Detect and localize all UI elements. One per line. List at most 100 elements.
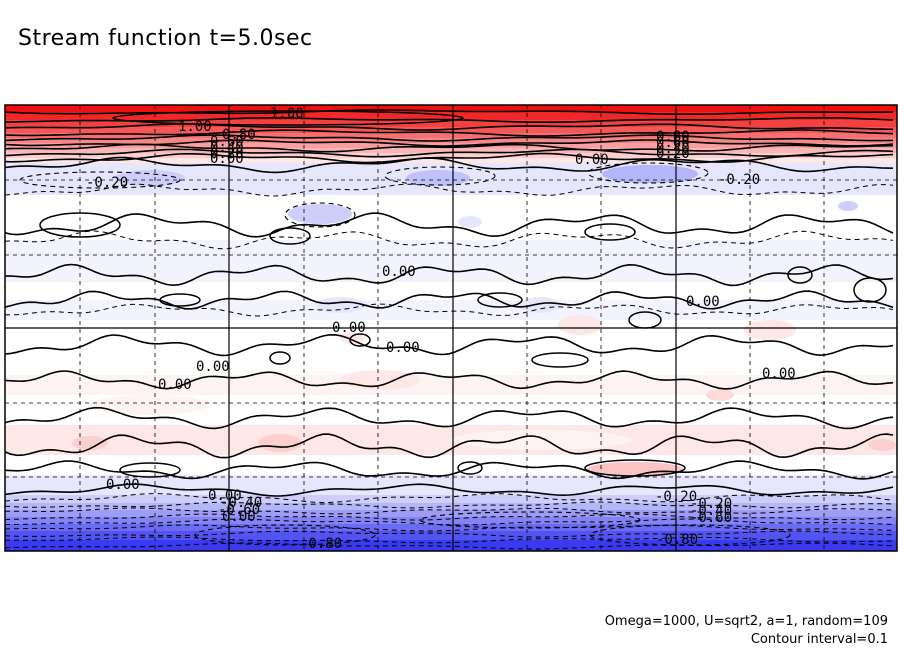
contour-label-27: -0.20 xyxy=(690,496,732,512)
contour-label-17: 0.00 xyxy=(386,340,420,356)
band-22 xyxy=(5,495,897,503)
contour-solid-18 xyxy=(5,483,894,497)
contour-solid-10 xyxy=(5,212,894,238)
patch-4 xyxy=(838,201,858,211)
patch-18 xyxy=(90,395,210,415)
contour-loop-5 xyxy=(39,212,121,238)
contour-label-25: -0.60 xyxy=(218,502,260,518)
patch-1 xyxy=(406,170,470,186)
patch-6 xyxy=(315,297,365,313)
contour-label-2: 0.80 xyxy=(222,127,256,143)
patch-12 xyxy=(706,389,734,401)
contour-label-5: 0.20 xyxy=(210,146,244,162)
plot-frame xyxy=(4,104,898,552)
contour-loop-20 xyxy=(589,524,791,546)
patch-2 xyxy=(602,165,698,183)
contour-loop-7 xyxy=(584,223,636,241)
contour-label-24: -0.40 xyxy=(220,495,262,511)
contour-solid-16 xyxy=(5,433,894,459)
contour-label-30: -0.80 xyxy=(300,536,342,552)
contour-solid-11 xyxy=(5,263,894,287)
patch-13 xyxy=(258,434,302,452)
band-1 xyxy=(5,112,897,120)
contour-loop-13 xyxy=(349,333,371,347)
contour-solid-13 xyxy=(5,333,894,357)
band-28 xyxy=(5,540,897,551)
contour-solid-4 xyxy=(5,134,894,142)
contour-label-19: 0.00 xyxy=(158,377,192,393)
contour-label-8: 0.60 xyxy=(656,135,690,151)
band-25 xyxy=(5,517,897,524)
contour-solid-12 xyxy=(5,290,894,310)
contour-loop-19 xyxy=(194,524,376,546)
contour-solid-2 xyxy=(5,123,894,131)
contour-loop-3 xyxy=(587,162,709,184)
contour-loop-16 xyxy=(119,462,181,478)
band-13 xyxy=(5,282,897,300)
chart-title: Stream function t=5.0sec xyxy=(18,26,313,51)
patch-11 xyxy=(340,370,420,390)
contour-label-28: -0.40 xyxy=(690,503,732,519)
patch-10 xyxy=(340,332,364,344)
patch-14 xyxy=(72,436,108,450)
band-27 xyxy=(5,531,897,540)
contour-loop-15 xyxy=(531,352,589,368)
contour-label-20: 0.00 xyxy=(762,366,796,382)
contour-label-4: 0.40 xyxy=(210,140,244,156)
patch-7 xyxy=(520,297,560,313)
contour-label-11: 0.00 xyxy=(575,152,609,168)
contour-loop-4 xyxy=(284,202,356,228)
band-14 xyxy=(5,300,897,320)
contour-dashed-4 xyxy=(5,501,894,509)
contour-label-3: 0.60 xyxy=(210,134,244,150)
contour-loop-0 xyxy=(112,110,464,126)
patch-16 xyxy=(868,439,896,451)
contour-label-0: 1.00 xyxy=(270,106,304,122)
contour-label-15: 0.00 xyxy=(686,294,720,310)
band-4 xyxy=(5,133,897,138)
contour-loop-1 xyxy=(19,171,181,189)
anomaly-patches xyxy=(72,165,896,476)
contour-label-22: 0.00 xyxy=(208,488,242,504)
contour-loop-2 xyxy=(384,166,496,186)
contour-label-29: -0.60 xyxy=(690,510,732,526)
band-7 xyxy=(5,148,897,153)
band-0 xyxy=(5,105,897,112)
contour-solid-14 xyxy=(5,370,894,390)
contour-label-1: 1.00 xyxy=(178,119,212,135)
contour-solid-7 xyxy=(5,148,894,158)
parameter-note: Omega=1000, U=sqrt2, a=1, random=109 xyxy=(604,614,888,629)
band-8 xyxy=(5,153,897,158)
contour-loop-11 xyxy=(853,277,887,303)
band-2 xyxy=(5,120,897,127)
contour-solid-15 xyxy=(5,406,894,430)
contour-loop-14 xyxy=(269,351,291,365)
band-23 xyxy=(5,503,897,510)
contour-lines xyxy=(5,109,894,550)
contour-loop-6 xyxy=(269,227,311,245)
contour-solid-1 xyxy=(5,117,894,123)
contour-loop-21 xyxy=(419,511,641,529)
contour-dashed-1 xyxy=(5,230,894,250)
contour-solid-0 xyxy=(5,109,894,115)
contour-solid-9 xyxy=(5,156,894,174)
contour-dashed-3 xyxy=(5,493,894,503)
contour-labels: 1.001.00 0.800.600.400.200.000.800.600.40… xyxy=(86,106,796,552)
contour-label-12: -0.20 xyxy=(86,175,128,191)
patch-19 xyxy=(450,430,630,450)
contour-label-10: 0.20 xyxy=(656,146,690,162)
contour-dashed-9 xyxy=(5,530,894,538)
patch-0 xyxy=(115,170,185,186)
contour-solid-17 xyxy=(5,460,894,480)
contour-dashed-10 xyxy=(5,536,894,544)
band-26 xyxy=(5,524,897,531)
contour-label-9: 0.40 xyxy=(656,141,690,157)
contour-loop-8 xyxy=(159,293,201,307)
contour-dashed-7 xyxy=(5,518,894,526)
contour-label-26: 0.00 xyxy=(222,509,256,525)
contour-label-31: -0.80 xyxy=(656,532,698,548)
contour-dashed-6 xyxy=(5,513,894,521)
contour-loop-18 xyxy=(584,459,686,477)
contour-solid-6 xyxy=(5,143,894,153)
contour-label-23: -0.20 xyxy=(655,489,697,505)
